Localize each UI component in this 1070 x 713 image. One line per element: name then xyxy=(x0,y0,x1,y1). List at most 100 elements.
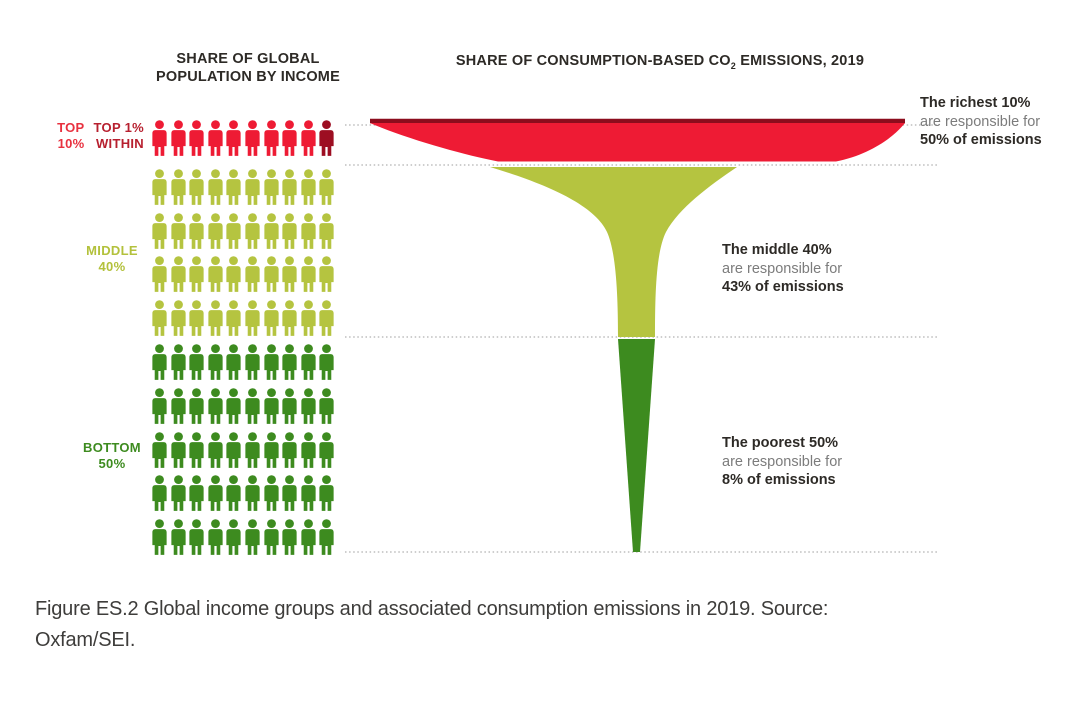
person-icon xyxy=(263,120,279,156)
person-icon xyxy=(319,388,334,424)
emissions-funnel xyxy=(345,118,938,553)
person-icon xyxy=(263,169,279,205)
person-icon xyxy=(208,388,223,424)
person-icon xyxy=(170,213,186,249)
person-icon xyxy=(208,120,223,156)
annotation-line: The richest 10% xyxy=(920,95,1031,111)
person-icon xyxy=(189,213,204,249)
person-icon xyxy=(208,432,223,468)
person-icon xyxy=(245,300,260,336)
funnel-segment-bottom50 xyxy=(618,339,655,552)
person-icon xyxy=(152,213,167,249)
person-icon xyxy=(226,519,241,555)
person-icon xyxy=(189,300,204,336)
person-icon xyxy=(170,388,186,424)
person-icon xyxy=(301,475,316,511)
person-icon xyxy=(282,344,297,380)
caption-line2: Oxfam/SEI. xyxy=(35,629,136,651)
person-icon xyxy=(301,300,316,336)
emissions-title-text: SHARE OF CONSUMPTION-BASED CO xyxy=(455,53,731,69)
person-icon xyxy=(301,388,316,424)
pictogram-row xyxy=(152,168,334,206)
person-icon xyxy=(152,432,167,468)
person-icon xyxy=(263,300,279,336)
person-icon xyxy=(152,256,167,292)
person-icon xyxy=(170,344,186,380)
annotation-line: are responsible for xyxy=(722,260,843,277)
pictogram-row xyxy=(152,299,334,337)
person-icon xyxy=(282,388,297,424)
person-icon xyxy=(170,432,186,468)
person-icon xyxy=(263,256,279,292)
person-icon xyxy=(282,300,297,336)
person-icon xyxy=(282,256,297,292)
person-icon xyxy=(301,432,316,468)
caption-line1: Figure ES.2 Global income groups and ass… xyxy=(35,598,829,620)
person-icon xyxy=(208,256,223,292)
person-icon xyxy=(319,300,334,336)
person-icon xyxy=(319,475,334,511)
person-icon xyxy=(170,256,186,292)
person-icon xyxy=(282,120,297,156)
person-icon xyxy=(263,344,279,380)
person-icon xyxy=(263,432,279,468)
person-icon xyxy=(170,120,186,156)
person-icon xyxy=(189,475,204,511)
pictogram-row xyxy=(152,119,334,157)
pictogram-row xyxy=(152,212,334,250)
person-icon xyxy=(245,169,260,205)
population-title-line1: SHARE OF GLOBAL xyxy=(176,51,320,67)
person-icon xyxy=(170,519,186,555)
annotation-line: 50% of emissions xyxy=(920,132,1042,148)
person-icon xyxy=(263,519,279,555)
person-icon xyxy=(226,120,241,156)
person-icon xyxy=(301,519,316,555)
person-icon xyxy=(282,169,297,205)
person-icon xyxy=(189,120,204,156)
label-top1-within: TOP 1% WITHIN xyxy=(93,120,144,151)
annotation-line: 8% of emissions xyxy=(722,472,836,488)
pictogram-row xyxy=(152,387,334,425)
annotation-poorest-50: The poorest 50% are responsible for 8% o… xyxy=(722,434,842,490)
person-icon xyxy=(208,300,223,336)
person-icon xyxy=(319,213,334,249)
emissions-title-year: EMISSIONS, 2019 xyxy=(735,53,865,69)
label-bottom-50-percent: BOTTOM 50% xyxy=(83,440,141,471)
person-icon xyxy=(319,519,334,555)
funnel-segment-middle40 xyxy=(490,167,737,337)
person-icon xyxy=(245,120,260,156)
person-icon xyxy=(263,388,279,424)
population-pictogram xyxy=(152,0,342,560)
person-icon xyxy=(301,169,316,205)
person-icon xyxy=(245,213,260,249)
person-icon xyxy=(152,120,167,156)
pictogram-row xyxy=(152,518,334,556)
annotation-richest-10: The richest 10% are responsible for 50% … xyxy=(920,94,1042,150)
label-top10: TOP 10% xyxy=(57,120,85,151)
person-icon xyxy=(170,475,186,511)
person-icon xyxy=(245,256,260,292)
person-icon xyxy=(282,213,297,249)
person-icon xyxy=(263,475,279,511)
person-icon xyxy=(245,388,260,424)
person-icon xyxy=(189,344,204,380)
person-icon xyxy=(245,475,260,511)
person-icon xyxy=(282,475,297,511)
pictogram-row xyxy=(152,255,334,293)
person-icon xyxy=(226,169,241,205)
person-icon xyxy=(226,432,241,468)
person-icon xyxy=(170,169,186,205)
person-icon xyxy=(189,432,204,468)
pictogram-row xyxy=(152,343,334,381)
person-icon xyxy=(189,519,204,555)
population-chart-title: SHARE OF GLOBAL POPULATION BY INCOME xyxy=(148,50,348,86)
person-icon xyxy=(301,213,316,249)
person-icon xyxy=(152,388,167,424)
person-icon xyxy=(301,120,316,156)
annotation-line: are responsible for xyxy=(920,113,1041,130)
person-icon xyxy=(152,475,167,511)
person-icon xyxy=(208,344,223,380)
person-icon xyxy=(319,344,334,380)
co2-subscript: 2 xyxy=(730,60,736,71)
person-icon xyxy=(226,213,241,249)
